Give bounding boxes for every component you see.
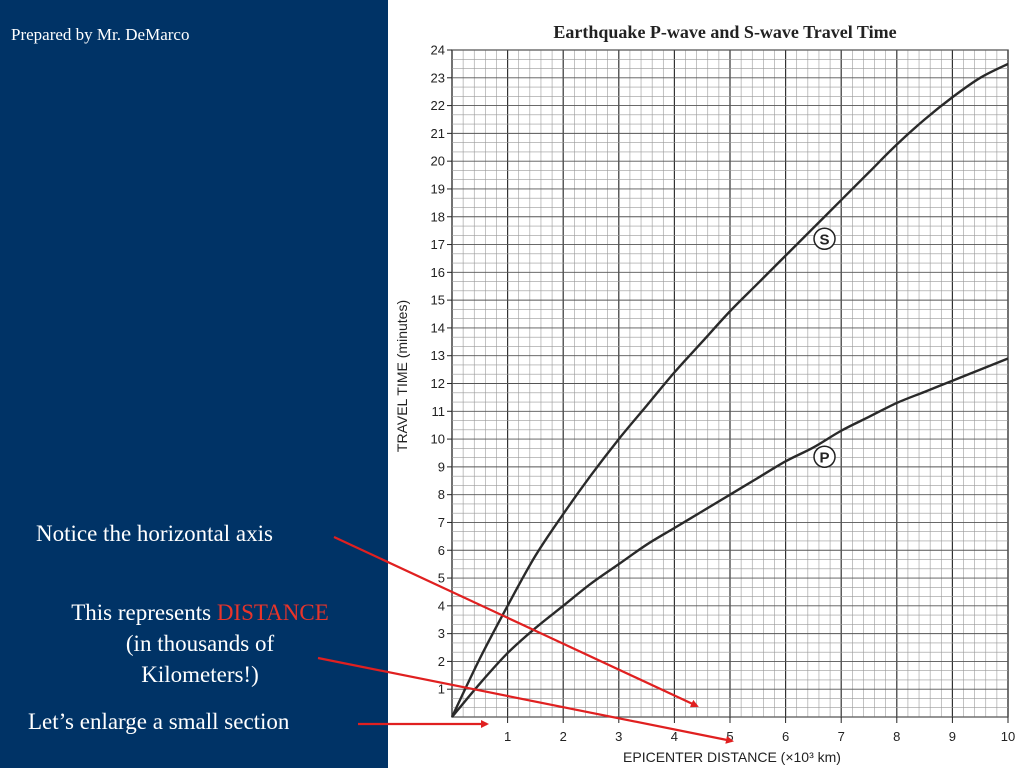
note-distance-line2: (in thousands of [125, 631, 275, 656]
x-axis-label: EPICENTER DISTANCE (×10³ km) [623, 749, 841, 765]
arrow-horizontal-axis [333, 536, 699, 708]
y-tick-label: 13 [431, 348, 445, 363]
x-tick-label: 1 [504, 729, 511, 744]
y-tick-label: 14 [431, 320, 445, 335]
y-tick-label: 15 [431, 293, 445, 308]
y-tick-label: 16 [431, 265, 445, 280]
series-label-p: P [813, 445, 836, 469]
note-distance-line1: This represents DISTANCE [10, 597, 390, 628]
series-label-s: S [813, 227, 836, 250]
x-tick-label: 9 [949, 729, 956, 744]
x-tick-label: 5 [726, 729, 733, 744]
chart-title: Earthquake P-wave and S-wave Travel Time [553, 22, 896, 42]
x-tick-label: 6 [782, 729, 789, 744]
series-line-p [451, 357, 1009, 718]
series-label-text: P [820, 449, 830, 466]
series-line-s [450, 62, 1009, 718]
note-distance-prefix: This represents [71, 600, 217, 625]
y-tick-label: 18 [431, 209, 445, 224]
y-tick-label: 9 [438, 459, 445, 474]
y-tick-label: 17 [431, 237, 445, 252]
y-tick-label: 22 [431, 98, 445, 113]
x-tick-label: 3 [615, 729, 622, 744]
credit-text: Prepared by Mr. DeMarco [11, 25, 190, 44]
y-tick-label: 1 [438, 682, 445, 697]
series-label-circle [813, 445, 836, 469]
y-tick-label: 7 [438, 515, 445, 530]
note-distance: This represents DISTANCE (in thousands o… [10, 597, 390, 690]
x-tick-label: 4 [671, 729, 678, 744]
y-tick-label: 24 [431, 43, 445, 58]
x-tick-label: 7 [838, 729, 845, 744]
y-tick-label: 6 [438, 543, 445, 558]
note-distance-line3: Kilometers!) [141, 662, 259, 687]
y-tick-label: 20 [431, 154, 445, 169]
y-tick-label: 2 [438, 654, 445, 669]
y-tick-label: 4 [438, 598, 445, 613]
y-tick-label: 19 [431, 181, 445, 196]
y-tick-label: 23 [431, 70, 445, 85]
y-tick-label: 12 [431, 376, 445, 391]
series-label-circle [813, 227, 836, 250]
y-tick-label: 11 [432, 404, 446, 419]
y-tick-label: 3 [438, 626, 445, 641]
y-tick-label: 5 [438, 571, 445, 586]
x-tick-label: 2 [560, 729, 567, 744]
x-tick-label: 8 [893, 729, 900, 744]
series-label-text: S [820, 231, 830, 248]
x-tick-label: 10 [1001, 729, 1015, 744]
y-tick-label: 21 [431, 126, 445, 141]
note-enlarge: Let’s enlarge a small section [28, 709, 290, 734]
y-axis-label: TRAVEL TIME (minutes) [394, 300, 410, 452]
arrow-distance [317, 656, 734, 744]
note-distance-highlight: DISTANCE [216, 600, 329, 625]
left-panel [0, 0, 388, 768]
y-tick-label: 10 [431, 432, 445, 447]
note-horizontal-axis: Notice the horizontal axis [36, 521, 273, 546]
y-tick-label: 8 [438, 487, 445, 502]
